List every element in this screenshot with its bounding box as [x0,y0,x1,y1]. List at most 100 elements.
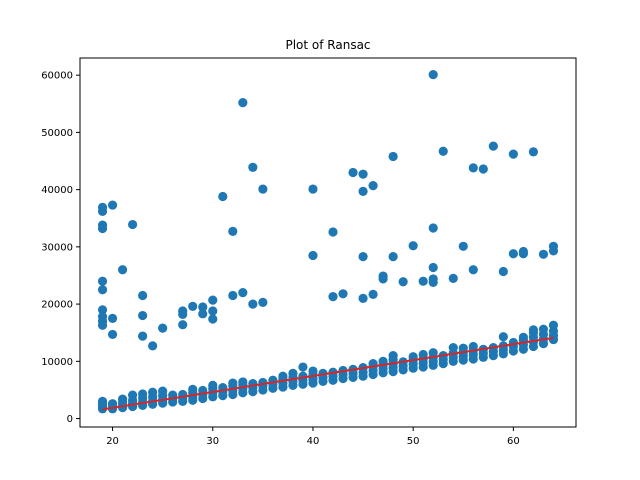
y-tick-label: 0 [67,414,73,425]
data-point [468,265,478,275]
data-point [528,147,539,157]
data-point [388,351,398,361]
data-point [117,394,128,404]
data-point [138,389,148,399]
y-axis-ticks: 0 10000 20000 30000 40000 50000 60000 [41,71,80,425]
data-point [448,273,458,283]
data-point [378,274,388,284]
x-tick-label: 40 [307,436,320,447]
data-point [138,331,148,341]
data-point [107,329,118,340]
data-point [328,292,338,302]
data-point [488,141,498,151]
data-point [358,293,368,303]
data-point [278,371,288,381]
data-point [308,366,318,376]
data-point [107,313,118,324]
data-point [128,219,138,230]
data-point [97,320,108,330]
data-point [208,295,218,305]
data-point [518,332,528,342]
data-point [138,290,148,301]
data-point [97,276,108,286]
data-point [97,223,108,234]
x-tick-label: 20 [106,436,119,447]
data-point [428,223,438,233]
data-point [468,341,478,352]
data-point [117,265,128,275]
data-point [238,288,248,298]
data-point [428,277,438,287]
data-point [518,249,528,259]
data-point [198,302,208,312]
data-point [508,249,518,259]
data-point [418,276,428,286]
data-point [328,227,338,237]
data-point [228,378,238,388]
data-point [388,251,398,262]
data-point [548,320,559,330]
data-point [528,325,539,335]
data-point [238,98,248,108]
data-point [458,241,468,251]
data-point [438,146,448,156]
data-point [208,306,218,316]
chart-title: Plot of Ransac [285,38,370,52]
axes-frame [79,57,577,428]
data-point [228,226,238,237]
data-point [358,169,368,179]
data-point [188,301,198,311]
data-point [338,289,348,299]
data-point [478,164,488,174]
data-point [428,348,438,358]
data-point [208,380,218,390]
data-point [398,277,408,287]
data-point [308,250,318,261]
x-tick-label: 50 [407,436,420,447]
data-point [538,249,549,259]
data-point [258,297,268,307]
x-axis-ticks: 20 30 40 50 60 [106,427,520,447]
data-point [138,310,148,321]
data-point [97,305,108,315]
data-point [358,186,368,196]
data-point [238,377,248,387]
fit-line-layer [102,336,554,411]
data-point [368,289,378,299]
data-point [208,314,218,324]
data-point [388,151,398,162]
data-point [368,181,378,191]
data-point [428,69,438,80]
data-point [228,290,238,301]
y-tick-label: 30000 [41,242,73,253]
data-point [418,349,428,360]
x-tick-label: 30 [206,436,219,447]
data-point [248,162,258,172]
scatter-points [97,69,559,414]
ransac-fit-line [102,336,554,411]
y-tick-label: 50000 [41,128,73,139]
y-tick-label: 60000 [41,71,73,82]
data-point [178,320,188,330]
data-point [508,149,518,159]
data-point [428,262,438,273]
x-tick-label: 60 [507,436,520,447]
y-tick-label: 20000 [41,300,73,311]
data-point [468,163,478,173]
data-point [458,343,468,353]
data-point [498,332,508,342]
data-point [148,387,158,397]
data-point [128,390,138,400]
data-point [248,299,258,309]
data-point [538,324,549,334]
data-point [107,200,118,210]
data-point [308,184,318,194]
data-point [97,285,108,295]
data-point [97,396,108,406]
data-point [258,184,268,194]
data-point [178,309,188,319]
data-point [107,399,118,409]
data-point [348,167,358,178]
data-point [448,342,458,353]
